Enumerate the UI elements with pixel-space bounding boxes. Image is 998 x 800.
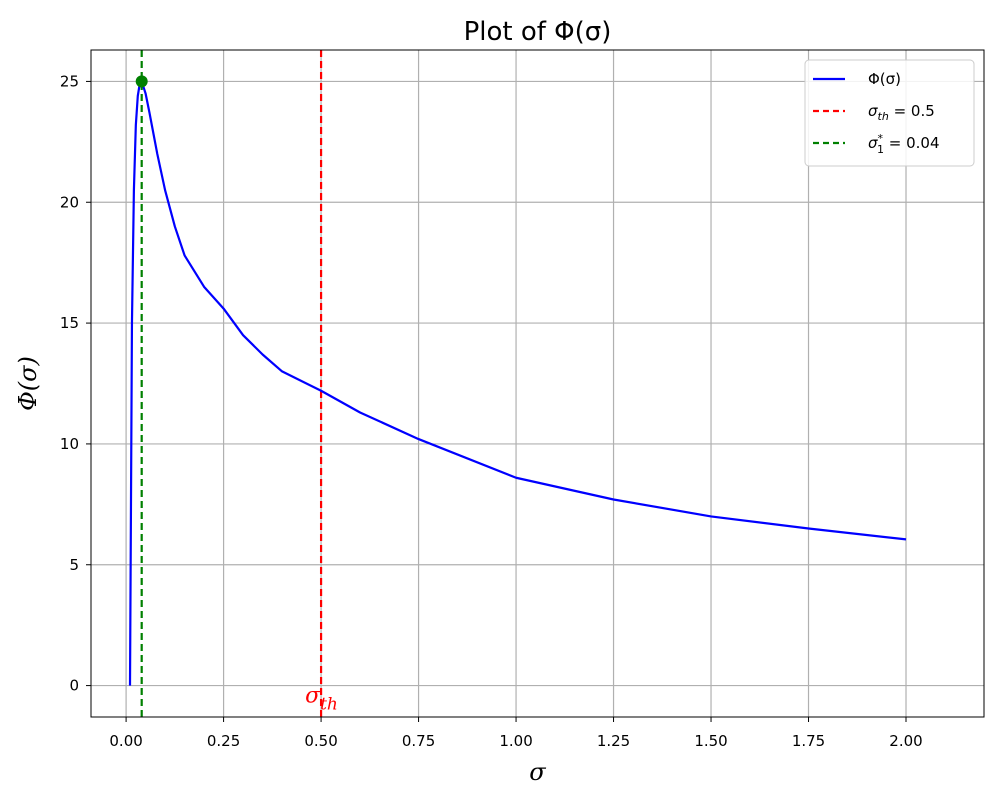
y-tick-label: 0 [69, 677, 79, 695]
x-tick-label: 0.50 [304, 732, 337, 750]
legend-label: σ* 1 = 0.04 [868, 132, 940, 156]
x-tick-label: 1.00 [499, 732, 532, 750]
peak-marker [135, 75, 148, 88]
x-tick-label: 0.00 [109, 732, 142, 750]
y-tick-label: 10 [60, 435, 79, 453]
x-tick-label: 1.75 [792, 732, 825, 750]
legend: Φ(σ) σth = 0.5 σ* 1 = 0.04 [804, 59, 975, 167]
y-tick-label: 5 [69, 556, 79, 574]
x-tick-label: 0.25 [207, 732, 240, 750]
x-axis-label: σ [529, 758, 546, 786]
y-tick-label: 25 [60, 72, 79, 90]
y-tick-label: 15 [60, 314, 79, 332]
y-tick-label: 20 [60, 193, 79, 211]
annotation-sigma-th: σth [305, 684, 338, 715]
plot-area: σth [128, 50, 907, 717]
chart-title: Plot of Φ(σ) [464, 17, 612, 47]
x-tick-label: 2.00 [889, 732, 922, 750]
axes-frame [90, 49, 985, 718]
legend-label: Φ(σ) [868, 70, 901, 88]
ticks: 0.00 0.25 0.50 0.75 1.00 1.25 1.50 1.75 2.00 0 5 10… [60, 72, 923, 750]
x-tick-label: 1.50 [694, 732, 727, 750]
legend-box [804, 59, 975, 167]
legend-label: σth = 0.5 [868, 102, 935, 123]
y-axis-label: Φ(σ) [14, 356, 42, 411]
series-line [128, 80, 907, 686]
x-tick-label: 1.25 [597, 732, 630, 750]
x-tick-label: 0.75 [402, 732, 435, 750]
